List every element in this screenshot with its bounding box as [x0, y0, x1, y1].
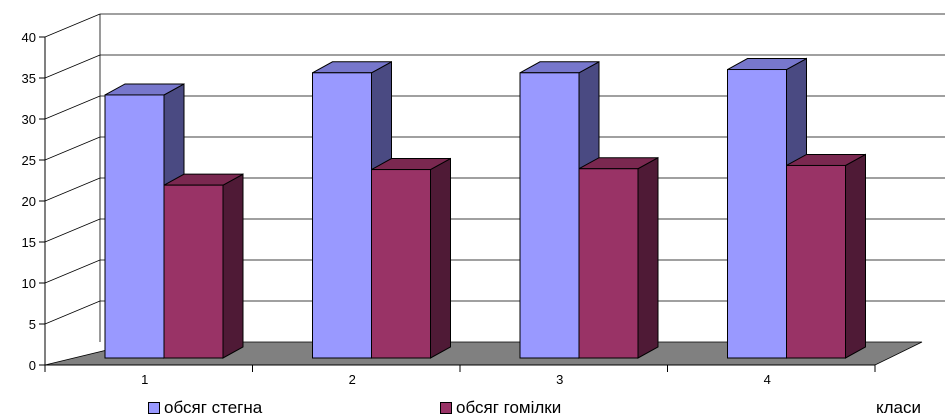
- bar-side: [430, 157, 451, 359]
- legend-item-shin: обсяг гомілки: [440, 398, 561, 418]
- bar: [578, 156, 659, 359]
- bar-front: [578, 168, 639, 359]
- y-tick-label: 40: [22, 30, 36, 45]
- y-tick-label: 20: [22, 194, 36, 209]
- bars: [104, 57, 866, 359]
- legend-swatch-shin: [440, 402, 452, 414]
- gridline-diagonal: [44, 218, 101, 243]
- bar: [786, 153, 866, 359]
- bar-front: [312, 72, 372, 359]
- legend-item-thigh: обсяг стегна: [148, 398, 262, 418]
- bar-front: [371, 169, 431, 359]
- gridline-diagonal: [44, 300, 101, 325]
- gridline-diagonal: [44, 54, 101, 79]
- x-axis-title: класи: [876, 398, 921, 417]
- x-tick-label: 4: [764, 372, 771, 387]
- y-tick-label: 5: [29, 317, 36, 332]
- bar-side: [637, 156, 659, 359]
- y-tick-labels: 0 5 10 15 20 25 30 35 40: [22, 30, 36, 373]
- x-tick-label: 1: [141, 372, 148, 387]
- y-tick-label: 15: [22, 235, 36, 250]
- y-tick-label: 0: [29, 358, 36, 373]
- bar-side: [845, 153, 866, 359]
- y-tick-label: 25: [22, 153, 36, 168]
- legend-swatch-thigh: [148, 402, 160, 414]
- gridline-diagonal: [44, 13, 101, 38]
- y-tick-label: 10: [22, 276, 36, 291]
- bar-side: [222, 173, 244, 359]
- gridline-diagonal: [44, 95, 101, 120]
- x-tick-label: 3: [556, 372, 563, 387]
- x-tick-labels: 1 2 3 4: [141, 372, 771, 387]
- bar-front: [519, 72, 580, 359]
- gridline-diagonal: [44, 177, 101, 202]
- bar: [371, 157, 451, 359]
- legend-label-thigh: обсяг стегна: [164, 398, 263, 417]
- y-tick-label: 35: [22, 71, 36, 86]
- y-tick-label: 30: [22, 112, 36, 127]
- gridline-diagonal: [44, 136, 101, 161]
- gridline-diagonal: [44, 259, 101, 284]
- bar-front: [786, 164, 846, 359]
- x-tick-label: 2: [349, 372, 356, 387]
- axes: [39, 36, 876, 372]
- bar: [163, 173, 244, 359]
- bar-front: [727, 69, 787, 359]
- legend-label-shin: обсяг гомілки: [456, 398, 562, 417]
- bar-front: [163, 184, 224, 359]
- bar-front: [104, 94, 165, 359]
